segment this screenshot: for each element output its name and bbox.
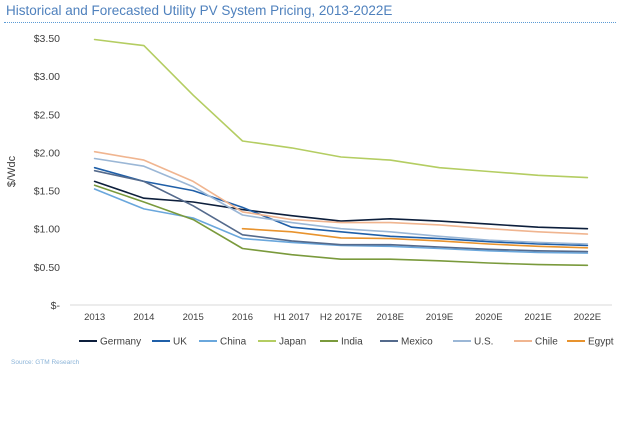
series-line-japan: [93, 38, 589, 179]
x-tick-label: H1 2017: [274, 312, 310, 323]
legend-label: Mexico: [401, 337, 433, 348]
y-tick-label: $3.50: [34, 33, 60, 45]
x-tick-label: 2021E: [524, 312, 551, 323]
legend-label: U.S.: [474, 337, 493, 348]
y-tick-label: $1.50: [34, 186, 60, 198]
chart-title: Historical and Forecasted Utility PV Sys…: [6, 3, 393, 18]
x-tick-label: 2018E: [377, 312, 404, 323]
series-line-india: [93, 184, 589, 267]
y-tick-label: $3.00: [34, 71, 60, 83]
y-axis-label: $/Wdc: [6, 155, 18, 187]
series-line-chile: [93, 150, 589, 235]
series-line-germany: [93, 180, 589, 230]
series-line-egypt: [241, 227, 589, 249]
x-tick-label: 2013: [84, 312, 105, 323]
series-line-u-s: [93, 157, 589, 245]
series-line-uk: [93, 166, 589, 247]
legend-label: Germany: [100, 337, 141, 348]
legend-label: Japan: [279, 337, 306, 348]
legend-label: Chile: [535, 337, 558, 348]
source-note: Source: GTM Research: [11, 359, 80, 366]
x-tick-label: 2020E: [475, 312, 502, 323]
x-tick-label: 2014: [133, 312, 154, 323]
y-tick-label: $-: [51, 300, 61, 312]
legend-label: China: [220, 337, 247, 348]
y-tick-label: $2.50: [34, 109, 60, 121]
y-tick-label: $1.00: [34, 224, 60, 236]
y-tick-label: $2.00: [34, 147, 60, 159]
x-tick-label: 2016: [232, 312, 253, 323]
x-tick-label: 2022E: [574, 312, 601, 323]
legend-label: Egypt: [588, 337, 614, 348]
legend-label: UK: [173, 337, 187, 348]
chart-legend: Germany UK China Japan India Mexico U.S. Chile E…: [79, 337, 614, 348]
legend-label: India: [341, 337, 363, 348]
x-tick-label: 2019E: [426, 312, 453, 323]
y-tick-label: $0.50: [34, 262, 60, 274]
chart-axes: $- $0.50 $1.00 $1.50 $2.00 $2.50 $3.00 $3.50 201…: [6, 33, 612, 323]
x-tick-label: 2015: [183, 312, 204, 323]
series-layer: [93, 38, 589, 267]
series-line-mexico: [93, 169, 589, 253]
x-tick-label: H2 2017E: [320, 312, 362, 323]
title-divider: [4, 22, 616, 23]
